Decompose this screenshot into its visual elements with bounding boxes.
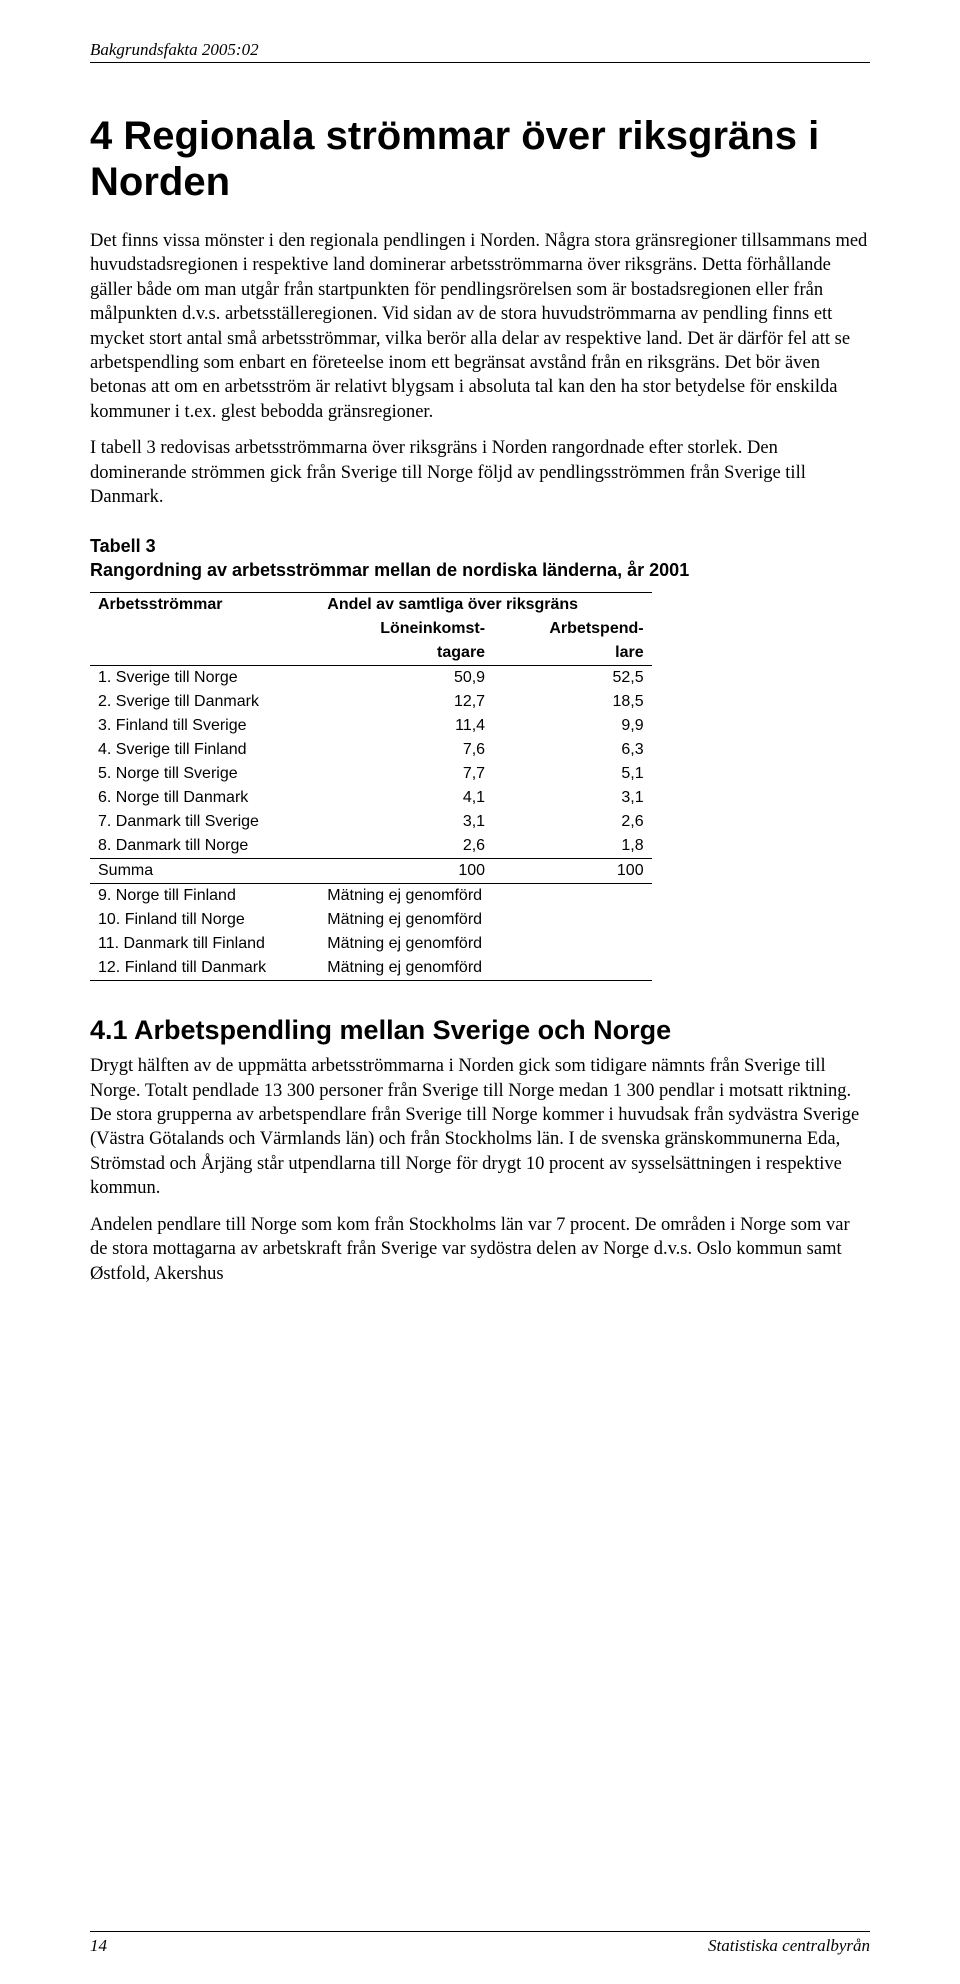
table-row: 5. Norge till Sverige 7,7 5,1 (90, 762, 652, 786)
chapter-title: 4 Regionala strömmar över riksgräns i No… (90, 113, 870, 205)
page-footer: 14 Statistiska centralbyrån (90, 1931, 870, 1956)
table3-col1-header: Arbetsströmmar (90, 593, 319, 618)
row-note: Mätning ej genomförd (319, 908, 651, 932)
row-val1: 3,1 (319, 810, 493, 834)
sum-label: Summa (90, 859, 319, 884)
sum-val2: 100 (493, 859, 652, 884)
row-label: 5. Norge till Sverige (90, 762, 319, 786)
row-label: 12. Finland till Danmark (90, 956, 319, 981)
row-label: 6. Norge till Danmark (90, 786, 319, 810)
table-row: 9. Norge till Finland Mätning ej genomfö… (90, 884, 652, 909)
table-row: 6. Norge till Danmark 4,1 3,1 (90, 786, 652, 810)
row-note: Mätning ej genomförd (319, 884, 651, 909)
sum-val1: 100 (319, 859, 493, 884)
row-label: 8. Danmark till Norge (90, 834, 319, 859)
row-label: 3. Finland till Sverige (90, 714, 319, 738)
row-label: 9. Norge till Finland (90, 884, 319, 909)
row-note: Mätning ej genomförd (319, 932, 651, 956)
row-val2: 6,3 (493, 738, 652, 762)
footer-publisher: Statistiska centralbyrån (708, 1936, 870, 1956)
row-label: 10. Finland till Norge (90, 908, 319, 932)
row-val1: 12,7 (319, 690, 493, 714)
table-row: 3. Finland till Sverige 11,4 9,9 (90, 714, 652, 738)
table-row: 1. Sverige till Norge 50,9 52,5 (90, 666, 652, 691)
row-val1: 4,1 (319, 786, 493, 810)
row-val1: 50,9 (319, 666, 493, 691)
table3-col3-header-l1: Arbetspend- (493, 617, 652, 641)
table3-label: Tabell 3 (90, 536, 156, 556)
row-label: 11. Danmark till Finland (90, 932, 319, 956)
paragraph-4: Andelen pendlare till Norge som kom från… (90, 1213, 870, 1286)
table-row: 4. Sverige till Finland 7,6 6,3 (90, 738, 652, 762)
table-row: 12. Finland till Danmark Mätning ej geno… (90, 956, 652, 981)
row-label: 4. Sverige till Finland (90, 738, 319, 762)
table-row: 8. Danmark till Norge 2,6 1,8 (90, 834, 652, 859)
table-row: 7. Danmark till Sverige 3,1 2,6 (90, 810, 652, 834)
table3-title: Tabell 3 Rangordning av arbetsströmmar m… (90, 535, 870, 582)
row-val1: 11,4 (319, 714, 493, 738)
row-val2: 9,9 (493, 714, 652, 738)
table-row: 11. Danmark till Finland Mätning ej geno… (90, 932, 652, 956)
table-sum-row: Summa 100 100 (90, 859, 652, 884)
table3: Arbetsströmmar Andel av samtliga över ri… (90, 592, 652, 981)
row-label: 1. Sverige till Norge (90, 666, 319, 691)
row-val2: 1,8 (493, 834, 652, 859)
row-label: 2. Sverige till Danmark (90, 690, 319, 714)
table-row: 2. Sverige till Danmark 12,7 18,5 (90, 690, 652, 714)
paragraph-3: Drygt hälften av de uppmätta arbetsström… (90, 1054, 870, 1200)
row-val2: 5,1 (493, 762, 652, 786)
row-val2: 52,5 (493, 666, 652, 691)
paragraph-1: Det finns vissa mönster i den regionala … (90, 229, 870, 424)
row-val1: 2,6 (319, 834, 493, 859)
table3-col3-header-l2: lare (493, 641, 652, 666)
row-val2: 2,6 (493, 810, 652, 834)
section-4-1-title: 4.1 Arbetspendling mellan Sverige och No… (90, 1015, 870, 1046)
page-number: 14 (90, 1936, 107, 1956)
row-val2: 18,5 (493, 690, 652, 714)
running-header: Bakgrundsfakta 2005:02 (90, 40, 870, 63)
row-val1: 7,7 (319, 762, 493, 786)
table3-col2-header-l2: tagare (319, 641, 493, 666)
table-row: 10. Finland till Norge Mätning ej genomf… (90, 908, 652, 932)
row-val1: 7,6 (319, 738, 493, 762)
table3-colgroup-header: Andel av samtliga över riksgräns (319, 593, 651, 618)
row-val2: 3,1 (493, 786, 652, 810)
row-note: Mätning ej genomförd (319, 956, 651, 981)
table3-caption: Rangordning av arbetsströmmar mellan de … (90, 560, 689, 580)
paragraph-2: I tabell 3 redovisas arbetsströmmarna öv… (90, 436, 870, 509)
row-label: 7. Danmark till Sverige (90, 810, 319, 834)
table3-col2-header-l1: Löneinkomst- (319, 617, 493, 641)
